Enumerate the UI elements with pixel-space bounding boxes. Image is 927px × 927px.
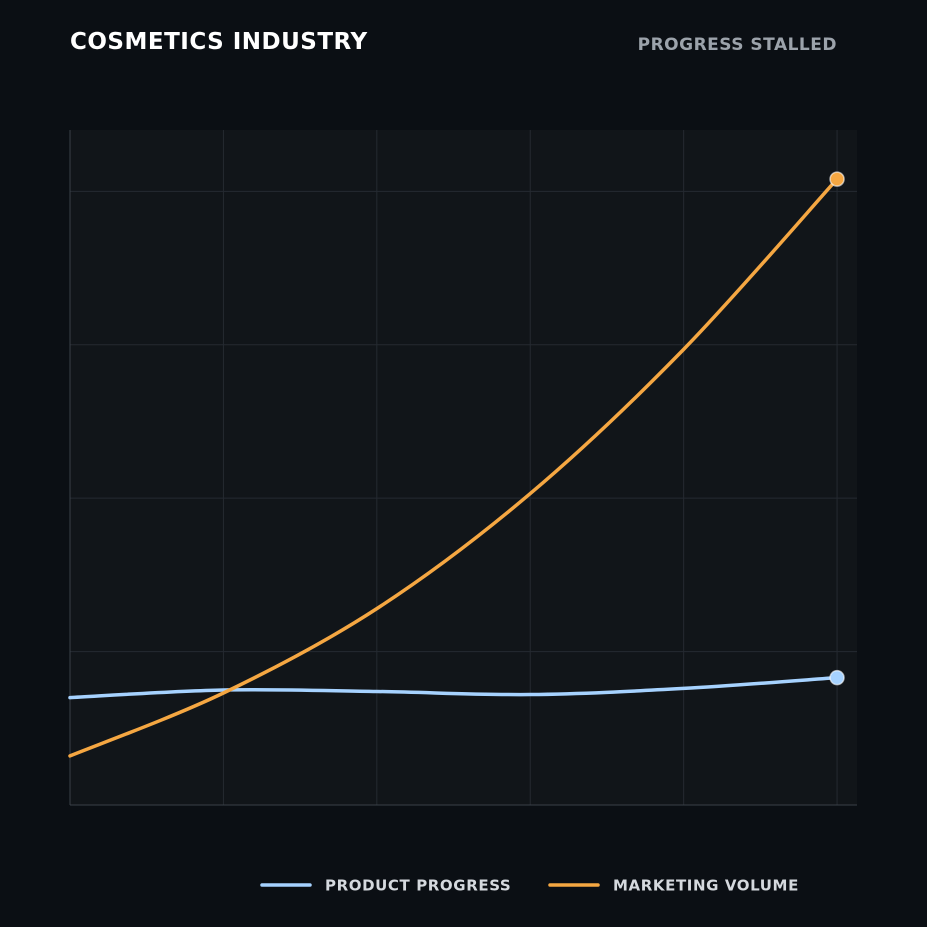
series-group [68, 171, 845, 758]
series-end-point-marketing-volume [829, 171, 845, 187]
chart-title: COSMETICS INDUSTRY [70, 29, 368, 55]
plot-area [70, 130, 857, 805]
series-end-point-product-progress [829, 669, 845, 686]
series-line-marketing-volume [68, 177, 839, 758]
legend: PRODUCT PROGRESS MARKETING VOLUME [260, 877, 799, 895]
legend-label-marketing-volume: MARKETING VOLUME [613, 877, 799, 895]
chart-subtitle: PROGRESS STALLED [637, 35, 837, 55]
series-line-product-progress [68, 675, 839, 700]
legend-label-product-progress: PRODUCT PROGRESS [325, 877, 511, 895]
